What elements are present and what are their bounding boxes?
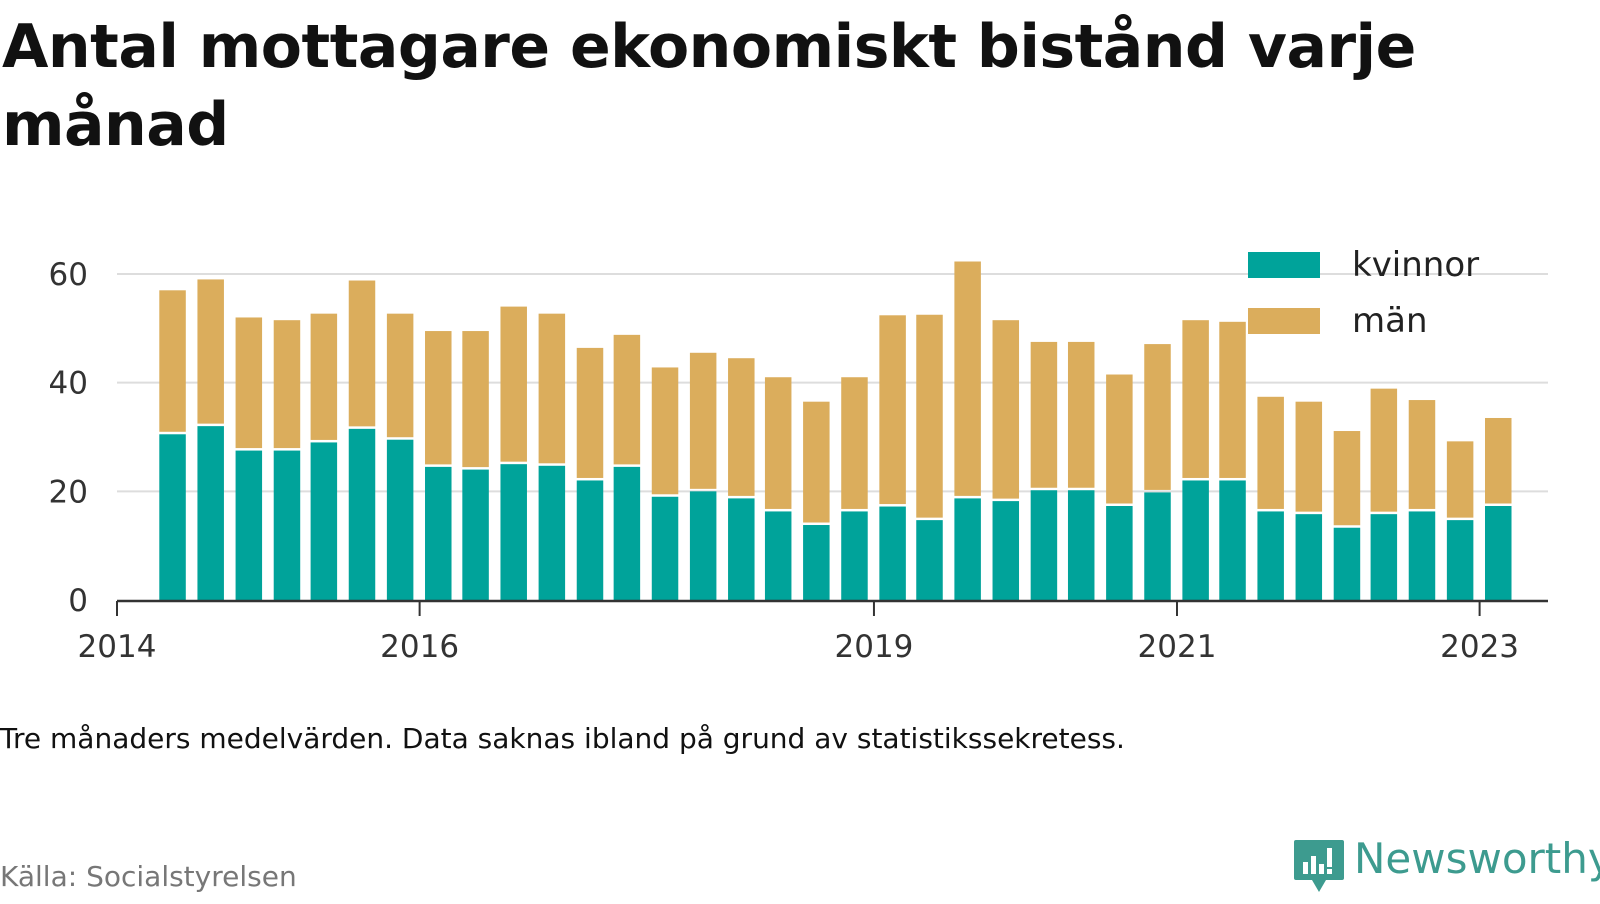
- legend-label: kvinnor: [1352, 245, 1479, 285]
- bar-kvinnor: [1408, 511, 1436, 600]
- bar-kvinnor: [651, 496, 679, 600]
- bar-kvinnor: [689, 491, 717, 600]
- x-tick-label: 2016: [380, 629, 459, 665]
- bar-kvinnor: [1219, 480, 1246, 600]
- bar-man: [1370, 388, 1398, 512]
- bar-kvinnor: [879, 506, 906, 600]
- bar-man: [386, 313, 414, 438]
- chart-title: Antal mottagare ekonomiskt bistånd varje…: [2, 12, 1416, 160]
- x-tick-label: 2023: [1440, 629, 1519, 665]
- bar-man: [197, 279, 224, 424]
- bar-kvinnor: [954, 498, 981, 600]
- bar-kvinnor: [235, 450, 263, 600]
- bar-kvinnor: [1446, 520, 1474, 600]
- bar-man: [1219, 321, 1246, 478]
- bar-kvinnor: [1257, 511, 1284, 600]
- bar-man: [1182, 320, 1209, 478]
- bar-kvinnor: [1295, 514, 1323, 600]
- bar-man: [954, 261, 981, 496]
- bar-man: [841, 377, 868, 509]
- legend: kvinnor män: [1248, 245, 1479, 341]
- legend-label: män: [1352, 301, 1428, 341]
- brand-name: Newsworthy: [1354, 834, 1600, 883]
- bar-kvinnor: [576, 480, 604, 600]
- bar-kvinnor: [613, 466, 641, 600]
- bar-man: [879, 315, 906, 505]
- bar-kvinnor: [386, 439, 414, 600]
- bar-kvinnor: [197, 426, 224, 600]
- bar-kvinnor: [1333, 527, 1361, 600]
- bar-man: [689, 352, 717, 489]
- bar-man: [348, 280, 376, 427]
- x-tick-label: 2014: [78, 629, 157, 665]
- bar-chart-speech-bubble-icon: [1294, 840, 1344, 892]
- bar-man: [1295, 401, 1323, 512]
- bar-man: [1030, 341, 1058, 488]
- chart-note: Tre månaders medelvärden. Data saknas ib…: [0, 722, 1125, 755]
- bar-man: [576, 347, 604, 478]
- y-tick-label: 0: [68, 583, 88, 619]
- bar-kvinnor: [159, 434, 186, 600]
- bar-man: [273, 320, 301, 449]
- bar-kvinnor: [1370, 514, 1398, 600]
- bar-man: [764, 377, 792, 509]
- bar-kvinnor: [764, 511, 792, 600]
- source-text: Källa: Socialstyrelsen: [0, 860, 297, 893]
- bar-man: [728, 358, 755, 496]
- bar-man: [425, 331, 452, 465]
- bar-man: [1106, 374, 1133, 504]
- x-tick-label: 2021: [1138, 629, 1217, 665]
- bar-man: [1408, 400, 1436, 509]
- bar-kvinnor: [992, 501, 1020, 600]
- bar-man: [1446, 441, 1474, 518]
- stacked-bar-chart: 0 20 40 60 2014 2016 2019 2021 2023 kvinnor män: [49, 245, 1548, 665]
- bar-man: [1485, 417, 1512, 504]
- y-tick-label: 20: [49, 474, 88, 510]
- legend-swatch: [1248, 308, 1320, 334]
- bar-man: [159, 290, 186, 432]
- bar-kvinnor: [500, 464, 527, 600]
- bar-kvinnor: [1106, 506, 1133, 600]
- bar-kvinnor: [462, 469, 489, 600]
- bar-kvinnor: [1485, 506, 1512, 600]
- bar-man: [462, 331, 489, 468]
- bar-kvinnor: [1182, 480, 1209, 600]
- bar-man: [613, 334, 641, 465]
- bar-man: [992, 320, 1020, 499]
- bars: [159, 261, 1512, 600]
- y-tick-label: 40: [49, 366, 88, 402]
- axes: 0 20 40 60 2014 2016 2019 2021 2023: [49, 257, 1548, 665]
- bar-kvinnor: [1067, 490, 1095, 600]
- bar-man: [803, 401, 830, 523]
- legend-swatch: [1248, 252, 1320, 278]
- bar-kvinnor: [310, 442, 338, 600]
- bar-man: [916, 314, 943, 518]
- bar-man: [1144, 344, 1171, 490]
- y-tick-label: 60: [49, 257, 88, 293]
- bar-kvinnor: [803, 525, 830, 600]
- bar-man: [1257, 396, 1284, 509]
- bar-kvinnor: [425, 466, 452, 600]
- bar-man: [538, 313, 566, 464]
- bar-man: [500, 306, 527, 462]
- bar-kvinnor: [538, 465, 566, 600]
- x-tick-label: 2019: [835, 629, 914, 665]
- bar-man: [1333, 431, 1361, 526]
- bar-kvinnor: [1144, 492, 1171, 600]
- bar-man: [235, 317, 263, 449]
- bar-man: [310, 313, 338, 440]
- bar-man: [651, 367, 679, 495]
- bar-kvinnor: [916, 520, 943, 600]
- bar-kvinnor: [1030, 490, 1058, 600]
- bar-kvinnor: [841, 511, 868, 600]
- bar-kvinnor: [348, 428, 376, 600]
- bar-man: [1067, 341, 1095, 488]
- bar-kvinnor: [273, 450, 301, 600]
- bar-kvinnor: [728, 498, 755, 600]
